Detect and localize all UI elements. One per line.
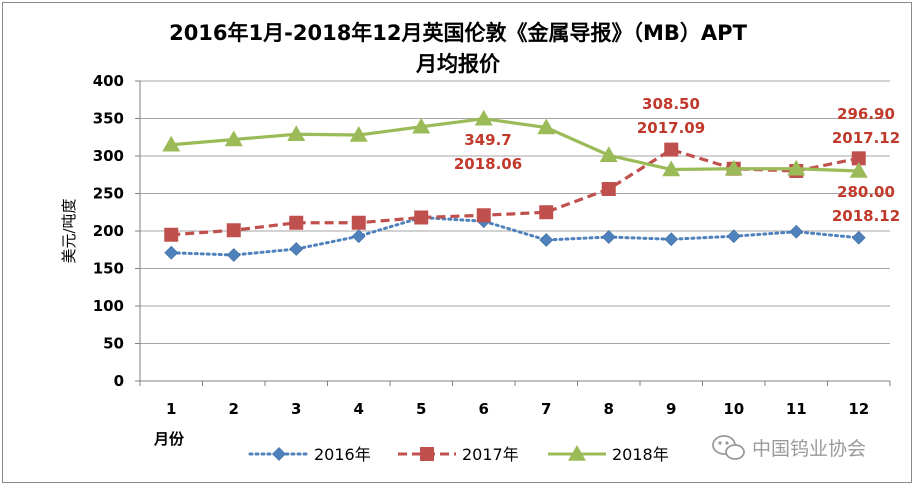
data-point bbox=[287, 125, 306, 141]
data-point bbox=[289, 215, 304, 230]
data-point bbox=[787, 159, 806, 176]
x-tick-label: 8 bbox=[604, 400, 614, 418]
annotation-period-2018-12: 2018.12 bbox=[832, 207, 900, 225]
annotation-value-2017-09: 308.50 bbox=[642, 95, 700, 113]
legend-label: 2018年 bbox=[612, 445, 669, 464]
y-tick-label: 250 bbox=[93, 185, 124, 203]
y-tick-label: 50 bbox=[103, 335, 124, 353]
data-point bbox=[789, 224, 804, 239]
chart-title-line2: 月均报价 bbox=[415, 52, 501, 76]
data-point bbox=[474, 109, 493, 126]
x-tick-label: 12 bbox=[848, 400, 869, 418]
data-point bbox=[601, 230, 616, 244]
x-tick-label: 6 bbox=[479, 400, 489, 418]
series-group bbox=[162, 109, 868, 262]
chart-title-line1: 2016年1月-2018年12月英国伦敦《金属导报》（MB）APT bbox=[169, 21, 747, 45]
y-tick-label: 300 bbox=[93, 147, 124, 165]
data-point bbox=[226, 248, 241, 262]
y-tick-label: 150 bbox=[93, 260, 124, 278]
x-tick-label: 7 bbox=[541, 400, 551, 418]
series-2018年 bbox=[162, 109, 868, 178]
x-axis-ticks: 1 2 3 4 5 6 7 8 9 10 11 12 bbox=[139, 381, 891, 418]
data-point bbox=[164, 227, 179, 242]
annotation-value-2018-12: 280.00 bbox=[837, 183, 895, 201]
data-point bbox=[724, 159, 743, 176]
legend-marker bbox=[568, 445, 586, 461]
x-tick-label: 9 bbox=[666, 400, 676, 418]
legend-marker bbox=[420, 447, 434, 461]
legend-item: 2016年 bbox=[248, 445, 371, 464]
data-point bbox=[224, 130, 243, 147]
data-point bbox=[662, 160, 681, 177]
x-tick-label: 4 bbox=[354, 400, 364, 418]
data-point bbox=[289, 242, 304, 256]
data-point bbox=[851, 230, 866, 245]
watermark: 中国钨业协会 bbox=[712, 435, 866, 460]
y-tick-label: 350 bbox=[93, 110, 124, 128]
x-tick-label: 2 bbox=[229, 400, 239, 418]
y-axis-ticks: 0 50 100 150 200 250 300 350 400 bbox=[93, 72, 140, 390]
legend-label: 2016年 bbox=[314, 445, 371, 464]
legend-marker bbox=[272, 447, 286, 461]
legend-item: 2018年 bbox=[548, 445, 669, 464]
data-point bbox=[351, 215, 366, 230]
data-point bbox=[849, 162, 868, 178]
data-point bbox=[476, 208, 491, 223]
data-point bbox=[851, 151, 866, 166]
data-point bbox=[162, 135, 181, 152]
data-point bbox=[412, 117, 431, 134]
series-line bbox=[169, 215, 861, 257]
y-tick-label: 100 bbox=[93, 297, 124, 315]
gridlines bbox=[140, 80, 890, 344]
data-point bbox=[414, 210, 429, 225]
data-point bbox=[664, 142, 679, 157]
data-point bbox=[599, 146, 618, 162]
data-point bbox=[537, 118, 556, 135]
annotation-period-2017-09: 2017.09 bbox=[637, 119, 705, 137]
annotation-period-2017-12: 2017.12 bbox=[832, 129, 900, 147]
series-2016年 bbox=[164, 210, 866, 262]
x-tick-label: 3 bbox=[291, 400, 301, 418]
legend-item: 2017年 bbox=[398, 445, 519, 464]
wechat-icon bbox=[712, 435, 745, 460]
y-tick-label: 200 bbox=[93, 222, 124, 240]
legend: 2016年 2017年 2018年 bbox=[248, 445, 669, 464]
y-tick-label: 0 bbox=[114, 372, 124, 390]
series-line bbox=[171, 117, 859, 173]
data-point bbox=[726, 229, 741, 244]
y-tick-label: 400 bbox=[93, 72, 124, 90]
annotation-period-2018-06: 2018.06 bbox=[454, 155, 522, 173]
y-axis-label: 美元/吨度 bbox=[60, 198, 78, 263]
data-point bbox=[539, 233, 554, 247]
x-tick-label: 1 bbox=[166, 400, 176, 418]
legend-label: 2017年 bbox=[462, 445, 519, 464]
x-tick-label: 11 bbox=[786, 400, 807, 418]
data-point bbox=[351, 229, 366, 244]
x-axis-label: 月份 bbox=[153, 430, 185, 448]
annotation-value-2017-12: 296.90 bbox=[837, 105, 895, 123]
x-tick-label: 10 bbox=[723, 400, 744, 418]
data-point bbox=[601, 182, 616, 196]
x-tick-label: 5 bbox=[416, 400, 426, 418]
data-point bbox=[164, 245, 179, 260]
data-point bbox=[664, 232, 679, 247]
data-point bbox=[349, 126, 368, 142]
watermark-text: 中国钨业协会 bbox=[752, 438, 866, 460]
data-point bbox=[539, 205, 554, 220]
data-point bbox=[226, 223, 241, 238]
annotation-value-2018-06: 349.7 bbox=[464, 131, 511, 149]
